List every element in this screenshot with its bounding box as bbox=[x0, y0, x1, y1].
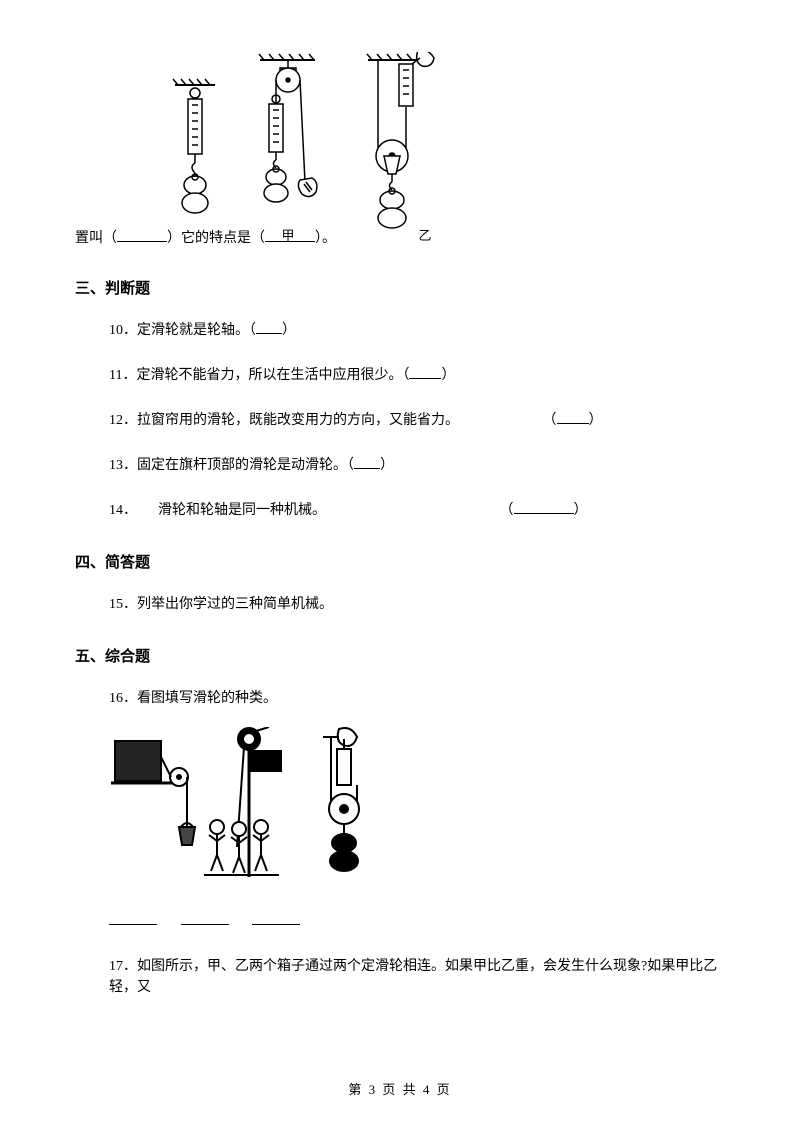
blank[interactable] bbox=[256, 320, 282, 334]
blank[interactable] bbox=[117, 228, 167, 242]
blank[interactable] bbox=[265, 228, 315, 242]
blank[interactable] bbox=[354, 455, 380, 469]
q-num: 14． bbox=[109, 503, 130, 518]
figure-fixed-pulley-jia: 甲 bbox=[250, 52, 330, 247]
question-12: 12．拉窗帘用的滑轮，既能改变用力的方向，又能省力。 （） bbox=[109, 410, 725, 431]
blank[interactable] bbox=[557, 410, 589, 424]
blank[interactable] bbox=[109, 911, 157, 925]
judge-paren: （） bbox=[500, 500, 588, 521]
question-13: 13．固定在旗杆顶部的滑轮是动滑轮。（ ） bbox=[109, 455, 725, 476]
figure-spring-direct bbox=[170, 77, 220, 247]
fill-mid: ）它的特点是（ bbox=[167, 231, 265, 246]
question-10: 10．定滑轮就是轮轴。（ ） bbox=[109, 320, 725, 341]
q-num: 16． bbox=[109, 691, 137, 706]
paren-open: （ bbox=[500, 503, 514, 518]
section-5-heading: 五、综合题 bbox=[75, 645, 725, 666]
blank[interactable] bbox=[514, 500, 574, 514]
q16-figure bbox=[109, 727, 725, 897]
top-figure-row: 甲 bbox=[75, 60, 725, 247]
judge-paren: （） bbox=[543, 410, 603, 431]
fill-prefix: 置叫（ bbox=[75, 231, 117, 246]
question-14: 14． 滑轮和轮轴是同一种机械。 （） bbox=[109, 500, 725, 521]
q-suffix: ） bbox=[380, 458, 394, 473]
figure-movable-pulley-yi: 乙 bbox=[360, 52, 450, 247]
q-text: 如图所示，甲、乙两个箱子通过两个定滑轮相连。如果甲比乙重，会发生什么现象?如果甲… bbox=[109, 959, 717, 995]
q-suffix: ） bbox=[441, 368, 455, 383]
q-text: 定滑轮不能省力，所以在生活中应用很少。（ bbox=[136, 368, 409, 383]
page-footer: 第 3 页 共 4 页 bbox=[0, 1079, 800, 1098]
question-16: 16．看图填写滑轮的种类。 bbox=[109, 688, 725, 709]
blank[interactable] bbox=[409, 365, 441, 379]
q-num: 10． bbox=[109, 323, 137, 338]
fill-suffix: ）。 bbox=[315, 231, 336, 246]
q-prefix bbox=[130, 503, 158, 518]
paren-close: ） bbox=[574, 503, 588, 518]
q-num: 11． bbox=[109, 368, 136, 383]
blank[interactable] bbox=[181, 911, 229, 925]
q-text: 看图填写滑轮的种类。 bbox=[137, 691, 277, 706]
section-3-heading: 三、判断题 bbox=[75, 277, 725, 298]
paren-close: ） bbox=[589, 413, 603, 428]
q-num: 15． bbox=[109, 597, 137, 612]
section-4-heading: 四、简答题 bbox=[75, 551, 725, 572]
top-figure-group: 甲 bbox=[170, 52, 450, 247]
label-yi: 乙 bbox=[418, 228, 431, 243]
question-15: 15．列举出你学过的三种简单机械。 bbox=[109, 594, 725, 615]
q-text: 定滑轮就是轮轴。（ bbox=[137, 323, 256, 338]
blank[interactable] bbox=[252, 911, 300, 925]
question-17: 17．如图所示，甲、乙两个箱子通过两个定滑轮相连。如果甲比乙重，会发生什么现象?… bbox=[109, 956, 725, 998]
q-suffix: ） bbox=[282, 323, 296, 338]
q-text: 滑轮和轮轴是同一种机械。 bbox=[158, 503, 326, 518]
q-text: 固定在旗杆顶部的滑轮是动滑轮。（ bbox=[137, 458, 354, 473]
q-num: 13． bbox=[109, 458, 137, 473]
q-num: 12． bbox=[109, 413, 137, 428]
paren-open: （ bbox=[543, 413, 557, 428]
q-text: 拉窗帘用的滑轮，既能改变用力的方向，又能省力。 bbox=[137, 413, 459, 428]
q-num: 17． bbox=[109, 959, 137, 974]
question-11: 11．定滑轮不能省力，所以在生活中应用很少。（ ） bbox=[109, 365, 725, 386]
q16-blanks bbox=[109, 911, 725, 930]
q-text: 列举出你学过的三种简单机械。 bbox=[137, 597, 333, 612]
